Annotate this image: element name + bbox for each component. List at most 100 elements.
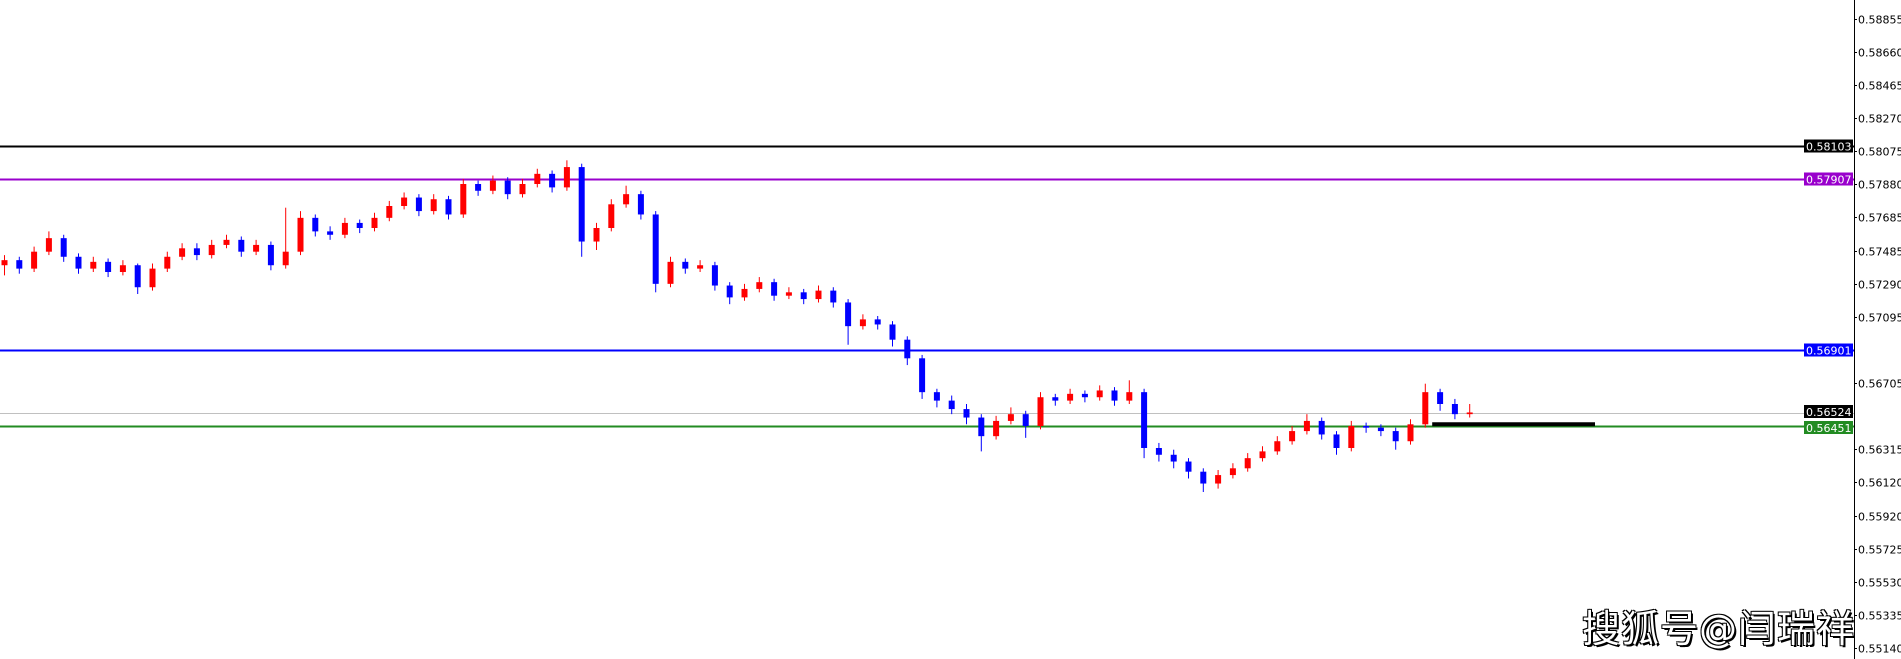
candle [874,316,881,330]
candle-body [578,167,585,242]
candle-body [859,319,866,327]
candle-body [978,417,985,437]
candle [1037,392,1044,430]
candle-body [223,239,230,245]
axis-tick-label: 0.58855 [1858,14,1901,27]
candle-body [652,214,659,284]
candle [401,192,408,210]
candle-body [1141,392,1148,448]
candle [149,263,156,291]
candle-body [637,194,644,215]
candle-body [1363,426,1370,428]
candle-body [90,261,97,269]
candle-body [415,197,422,212]
candle [1007,407,1014,425]
candle-body [1111,390,1118,401]
candle-body [1303,420,1310,432]
candle-body [134,265,141,288]
axis-tick-label: 0.55335 [1858,610,1901,623]
candle-body [16,260,23,269]
axis-tick-label: 0.57095 [1858,312,1901,325]
candle-body [430,199,437,212]
candle [963,404,970,425]
candle-body [1274,441,1281,452]
axis-tick-label: 0.56315 [1858,444,1901,457]
candle [741,283,748,301]
candle [179,243,186,261]
axis-tick-label: 0.57290 [1858,279,1901,292]
candle-body [874,319,881,325]
candle-body [800,292,807,300]
axis-tick-label: 0.57485 [1858,246,1901,259]
candle [1377,424,1384,437]
candle-body [1437,392,1444,404]
candle [119,260,126,276]
candle-body [312,217,319,232]
candle [1067,388,1074,404]
candle [549,170,556,193]
candle [1111,387,1118,406]
candle-body [208,244,215,256]
axis-tick-label: 0.58075 [1858,146,1901,159]
candle-body [1259,451,1266,459]
price-axis[interactable]: 0.58855 0.58660 0.58465 0.58270 0.58075 0.578… [1854,14,1901,656]
candle [1126,380,1133,404]
candle [593,222,600,250]
candle-body [697,265,704,269]
price-tag [1804,172,1853,186]
candle [726,282,733,305]
candle-body [386,206,393,218]
candle [785,287,792,300]
candle [31,246,38,272]
candle-body [1037,397,1044,426]
axis-tick-label: 0.58270 [1858,113,1901,126]
candle [223,234,230,249]
candle [711,261,718,291]
candle-body [45,238,52,252]
candle-body [963,409,970,418]
candle-body [1067,393,1074,401]
candle-body [1392,431,1399,442]
candle [933,388,940,408]
candle-body [1318,420,1325,435]
candle [889,321,896,347]
candle [489,175,496,195]
candle-body [1200,471,1207,484]
candle [993,415,1000,440]
candle-body [1229,468,1236,476]
candle-body [1022,414,1029,426]
candle [608,199,615,232]
candle [771,278,778,301]
candle [282,207,289,269]
candle-body [519,184,526,195]
price-tag-label: 0.57907 [1806,174,1852,187]
candle [652,211,659,293]
candle-body [593,228,600,242]
candle-body [682,261,689,269]
candle [75,253,82,274]
candle-body [1185,461,1192,472]
candle-body [75,256,82,269]
candle-body [815,290,822,300]
candle-body [1155,448,1162,455]
candle [1244,453,1251,472]
candle [445,195,452,220]
candle [105,258,112,278]
candle-body [919,358,926,393]
candle-body [608,204,615,228]
price-tag-label: 0.56524 [1806,406,1852,419]
candle [1422,383,1429,428]
axis-tick-label: 0.55140 [1858,643,1901,656]
candle [1215,470,1222,489]
candle-body [179,248,186,257]
candle-body [1052,397,1059,401]
candle-body [1170,454,1177,462]
candle [1333,431,1340,455]
candle-body [1215,475,1222,484]
candle [563,160,570,191]
candle-body [1081,393,1088,398]
candle-body [563,167,570,188]
candle-body [327,231,334,235]
candle-body [504,180,511,195]
